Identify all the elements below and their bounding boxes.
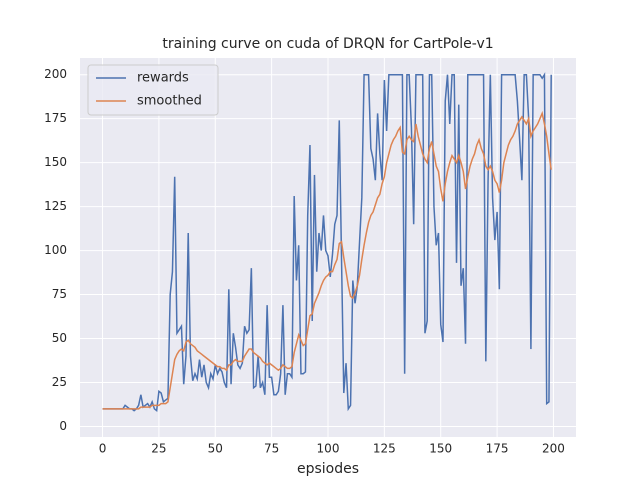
chart-title: training curve on cuda of DRQN for CartP… [162, 36, 493, 52]
x-tick-label: 125 [373, 442, 396, 456]
y-tick-label: 50 [52, 331, 67, 345]
series-line [102, 72, 552, 413]
y-tick-label: 0 [59, 419, 67, 433]
legend-label: rewards [137, 71, 189, 86]
x-tick-label: 75 [264, 442, 279, 456]
y-tick-label: 100 [44, 243, 67, 257]
x-tick-label: 175 [486, 442, 509, 456]
x-tick-label: 200 [542, 442, 565, 456]
legend: rewards smoothed [87, 64, 219, 116]
y-tick-label: 25 [52, 375, 67, 389]
y-tick-label: 200 [44, 67, 67, 81]
y-tick-label: 150 [44, 155, 67, 169]
lines [102, 72, 552, 413]
legend-label: smoothed [137, 94, 202, 109]
x-axis-label: epsiodes [297, 461, 359, 477]
x-tick-label: 150 [429, 442, 452, 456]
x-tick-label: 50 [208, 442, 223, 456]
series-line [102, 110, 552, 410]
x-tick-label: 100 [317, 442, 340, 456]
y-tick-label: 175 [44, 111, 67, 125]
y-tick-label: 75 [52, 287, 67, 301]
y-tick-label: 125 [44, 199, 67, 213]
x-tick-label: 25 [151, 442, 166, 456]
x-tick-label: 0 [99, 442, 107, 456]
